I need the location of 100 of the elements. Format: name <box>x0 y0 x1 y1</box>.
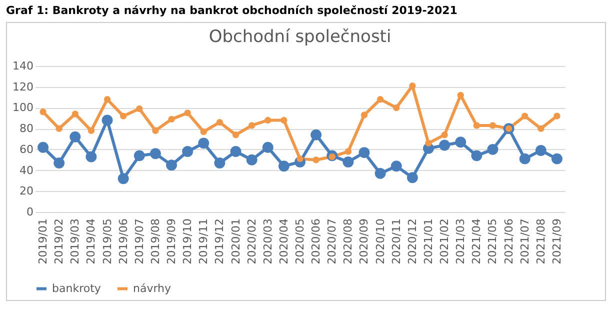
point <box>168 116 175 123</box>
point <box>425 140 432 147</box>
point <box>200 128 207 136</box>
x-tick-label: 2020/11 <box>390 218 403 264</box>
x-tick-label: 2020/03 <box>261 218 274 264</box>
point <box>120 112 127 120</box>
point <box>104 96 111 103</box>
x-tick-label: 2021/01 <box>422 218 435 264</box>
point <box>312 156 320 164</box>
point <box>390 160 402 172</box>
point <box>264 116 272 124</box>
x-tick-label: 2020/09 <box>358 218 371 264</box>
x-tick-label: 2020/01 <box>229 218 242 264</box>
point <box>280 116 288 124</box>
point <box>344 148 352 155</box>
x-tick-label: 2019/08 <box>148 218 162 264</box>
point <box>246 154 258 166</box>
point <box>248 122 256 129</box>
chart-subtitle: Obchodní společnosti <box>208 27 392 47</box>
x-tick-label: 2019/10 <box>181 218 194 264</box>
chart-title: Graf 1: Bankroty a návrhy na bankrot obchodních společností 2019-2021 <box>5 3 458 18</box>
point <box>88 127 95 134</box>
point <box>134 150 145 162</box>
point <box>214 158 226 168</box>
x-tick-label: 2021/08 <box>534 218 548 264</box>
point <box>182 146 194 157</box>
point <box>535 145 546 156</box>
x-tick-label: 2020/06 <box>310 218 323 264</box>
x-tick-label: 2019/03 <box>68 218 82 264</box>
x-tick-label: 2021/05 <box>486 218 500 264</box>
point <box>360 112 368 118</box>
point <box>551 153 562 164</box>
point <box>521 112 528 120</box>
x-tick-label: 2021/02 <box>438 218 452 264</box>
x-tick-label: 2019/04 <box>84 218 98 264</box>
point <box>519 153 530 164</box>
x-tick-label: 2021/09 <box>550 218 564 264</box>
x-tick-label: 2020/08 <box>342 218 355 264</box>
point <box>406 172 418 184</box>
x-tick-label: 2021/06 <box>502 218 516 264</box>
point <box>374 168 386 179</box>
point <box>70 131 81 142</box>
point <box>230 146 242 157</box>
point <box>358 147 370 158</box>
point <box>150 148 161 160</box>
point <box>439 140 450 151</box>
point <box>216 118 224 126</box>
point <box>56 125 62 132</box>
point <box>409 82 416 90</box>
point <box>38 142 49 153</box>
x-tick-label: 2019/02 <box>52 218 66 264</box>
legend-label: bankroty <box>52 282 102 295</box>
x-tick-label: 2019/06 <box>116 218 130 264</box>
point <box>184 110 191 116</box>
point <box>136 105 143 112</box>
point <box>166 160 177 171</box>
point <box>278 160 290 172</box>
x-tick-label: 2019/09 <box>165 218 178 264</box>
point <box>538 125 544 132</box>
x-tick-label: 2020/04 <box>277 218 290 264</box>
point <box>310 129 322 140</box>
point <box>342 156 354 168</box>
y-tick-label: 20 <box>20 184 34 198</box>
x-tick-label: 2020/02 <box>245 218 258 264</box>
point <box>86 151 97 162</box>
x-tick-label: 2019/01 <box>36 218 50 264</box>
x-tick-label: 2019/12 <box>213 218 226 264</box>
y-tick-label: 140 <box>12 60 34 72</box>
point <box>102 114 113 126</box>
x-tick-label: 2019/05 <box>100 218 114 264</box>
x-tick-label: 2021/04 <box>470 218 484 264</box>
x-tick-label: 2020/07 <box>326 218 339 264</box>
point <box>232 131 240 138</box>
point <box>441 131 448 138</box>
y-tick-label: 60 <box>20 142 34 156</box>
x-tick-label: 2021/03 <box>454 218 468 264</box>
x-tick-label: 2020/05 <box>294 218 306 264</box>
x-tick-label: 2019/11 <box>197 218 210 264</box>
point <box>198 138 210 149</box>
point <box>393 104 400 112</box>
y-tick-label: 100 <box>12 101 34 114</box>
point <box>471 150 482 162</box>
x-tick-label: 2020/12 <box>406 218 419 264</box>
x-tick-label: 2019/07 <box>132 218 146 264</box>
x-tick-label: 2021/07 <box>518 218 532 264</box>
point <box>455 136 466 148</box>
point <box>376 96 384 103</box>
point <box>40 108 46 116</box>
y-tick-label: 80 <box>20 122 34 136</box>
y-tick-label: 40 <box>20 164 34 177</box>
point <box>54 158 65 168</box>
point <box>487 144 498 155</box>
y-tick-label: 0 <box>26 206 34 218</box>
point <box>554 112 560 120</box>
point <box>72 110 79 118</box>
y-tick-label: 120 <box>12 80 34 94</box>
point <box>152 127 159 134</box>
x-tick-label: 2020/10 <box>374 218 387 264</box>
point <box>118 173 129 184</box>
point <box>473 122 480 129</box>
